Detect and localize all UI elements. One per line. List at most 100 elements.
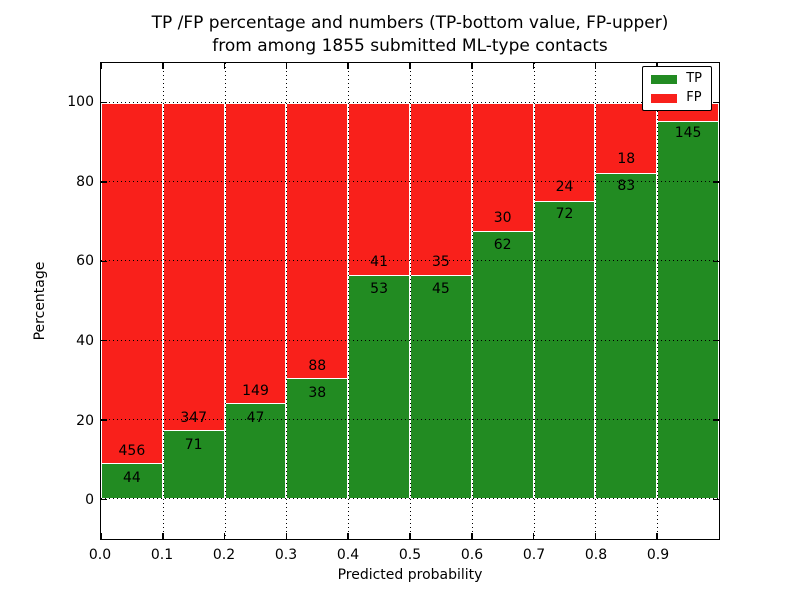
chart-title: TP /FP percentage and numbers (TP-bottom…	[100, 12, 720, 58]
plot-area: 456 44 347 71 149 47 88 38 41 53 35 45 30 62 24 72 18 83 1…	[100, 62, 720, 540]
fp-legend-label: FP	[686, 90, 702, 105]
y-tick-mark	[101, 101, 107, 104]
stacked-bar	[348, 102, 410, 500]
fp-count-label: 30	[493, 209, 512, 226]
fp-count-label: 88	[308, 357, 327, 374]
y-tick-label: 60	[76, 253, 94, 270]
y-tick-mark	[101, 498, 107, 501]
tp-count-label: 83	[617, 177, 636, 194]
y-gridline	[101, 101, 719, 103]
y-gridline	[101, 181, 719, 182]
y-tick-label: 100	[67, 93, 94, 110]
y-tick-mark	[713, 498, 719, 501]
tp-bar-segment	[596, 173, 657, 499]
y-tick-label: 80	[76, 173, 94, 190]
x-tick-label: 0.4	[336, 547, 360, 563]
x-tick-mark	[100, 63, 102, 69]
x-tick-mark	[532, 63, 535, 69]
tp-count-label: 71	[184, 437, 203, 454]
y-axis-label: Percentage	[32, 261, 48, 341]
tp-bar-segment	[287, 379, 348, 499]
stacked-bar	[286, 102, 349, 500]
bars-layer	[101, 63, 719, 539]
tp-legend-label: TP	[686, 71, 702, 86]
y-tick-mark	[101, 260, 107, 263]
x-tick-mark	[100, 533, 102, 539]
x-tick-label: 0.9	[646, 547, 670, 563]
x-tick-mark	[285, 63, 288, 69]
x-gridline	[533, 63, 535, 539]
x-tick-mark	[532, 533, 535, 539]
fp-bar-segment	[225, 103, 286, 404]
tp-legend-swatch	[651, 74, 678, 84]
tp-count-label: 72	[555, 206, 574, 223]
x-tick-mark	[223, 533, 226, 539]
stacked-bar	[101, 102, 163, 500]
fp-bar-segment	[596, 103, 657, 174]
x-tick-mark	[223, 63, 226, 69]
tp-bar-segment	[472, 232, 533, 499]
tp-count-label: 45	[431, 280, 450, 297]
x-tick-mark	[471, 63, 473, 69]
tp-count-label: 62	[493, 236, 512, 253]
x-tick-label: 0.2	[212, 547, 236, 563]
fp-count-label: 24	[555, 179, 574, 196]
x-tick-mark	[656, 533, 658, 539]
tp-bar-segment	[411, 276, 471, 499]
tp-count-label: 145	[674, 125, 702, 142]
y-tick-mark	[101, 419, 107, 421]
x-tick-mark	[162, 533, 164, 539]
chart-title-line2: from among 1855 submitted ML-type contac…	[212, 36, 608, 56]
x-tick-label: 0.1	[150, 547, 174, 563]
y-gridline	[101, 339, 719, 341]
x-tick-label: 0.7	[522, 547, 546, 563]
x-gridline	[471, 63, 473, 539]
x-gridline	[348, 63, 350, 539]
fp-count-label: 41	[370, 253, 389, 270]
legend-entry-tp: TP	[651, 72, 702, 86]
y-gridline	[101, 419, 719, 420]
stacked-bar	[533, 102, 596, 500]
y-gridline	[101, 260, 719, 262]
y-tick-label: 40	[76, 332, 94, 349]
stacked-bar	[162, 102, 225, 500]
y-tick-mark	[713, 101, 719, 104]
x-tick-mark	[594, 63, 597, 69]
fp-bar-segment	[534, 103, 595, 203]
x-tick-label: 0.5	[398, 547, 422, 563]
x-tick-mark	[285, 533, 288, 539]
tp-bar-segment	[349, 275, 409, 499]
legend-entry-fp: FP	[651, 91, 702, 105]
fp-bar-segment	[287, 103, 348, 380]
legend: TP FP	[642, 66, 712, 111]
x-tick-mark	[347, 63, 349, 69]
y-tick-mark	[713, 181, 719, 183]
x-tick-label: 0.0	[88, 547, 112, 563]
y-tick-mark	[101, 339, 107, 342]
fp-legend-swatch	[651, 93, 678, 103]
x-tick-label: 0.6	[460, 547, 484, 563]
fp-bar-segment	[411, 103, 471, 277]
x-tick-mark	[162, 63, 164, 69]
fp-count-label: 456	[118, 443, 146, 460]
grid-layer	[100, 63, 719, 539]
fp-count-label: 18	[617, 150, 636, 167]
fp-count-label: 347	[180, 410, 208, 427]
y-tick-mark	[713, 260, 719, 263]
tp-bar-segment	[163, 431, 224, 499]
tp-count-label: 47	[246, 409, 265, 426]
tp-count-label: 53	[370, 280, 389, 297]
y-tick-mark	[713, 419, 719, 421]
x-gridline	[286, 63, 288, 539]
chart-title-line1: TP /FP percentage and numbers (TP-bottom…	[151, 13, 669, 33]
fp-bar-segment	[163, 103, 224, 432]
fp-count-label: 35	[431, 253, 450, 270]
x-tick-mark	[347, 533, 349, 539]
y-tick-mark	[713, 339, 719, 342]
x-tick-label: 0.8	[584, 547, 608, 563]
tp-count-label: 38	[308, 384, 327, 401]
y-tick-mark	[101, 181, 107, 183]
stacked-bar	[410, 102, 472, 500]
fp-bar-segment	[349, 103, 409, 276]
